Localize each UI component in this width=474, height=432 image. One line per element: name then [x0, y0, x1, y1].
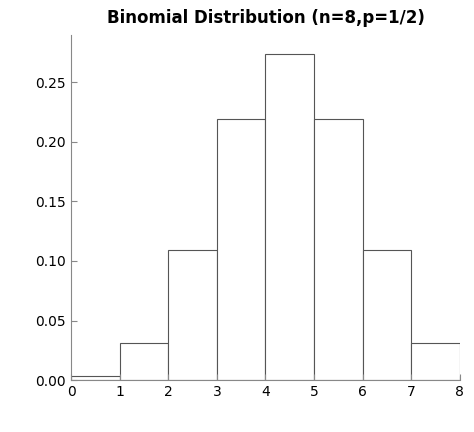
- Bar: [363, 250, 411, 380]
- Bar: [314, 120, 363, 380]
- Bar: [217, 120, 265, 380]
- Bar: [460, 375, 474, 380]
- Bar: [71, 375, 119, 380]
- Bar: [119, 343, 168, 380]
- Bar: [265, 54, 314, 380]
- Bar: [168, 250, 217, 380]
- Title: Binomial Distribution (n=8,p=1/2): Binomial Distribution (n=8,p=1/2): [107, 10, 424, 28]
- Bar: [411, 343, 460, 380]
